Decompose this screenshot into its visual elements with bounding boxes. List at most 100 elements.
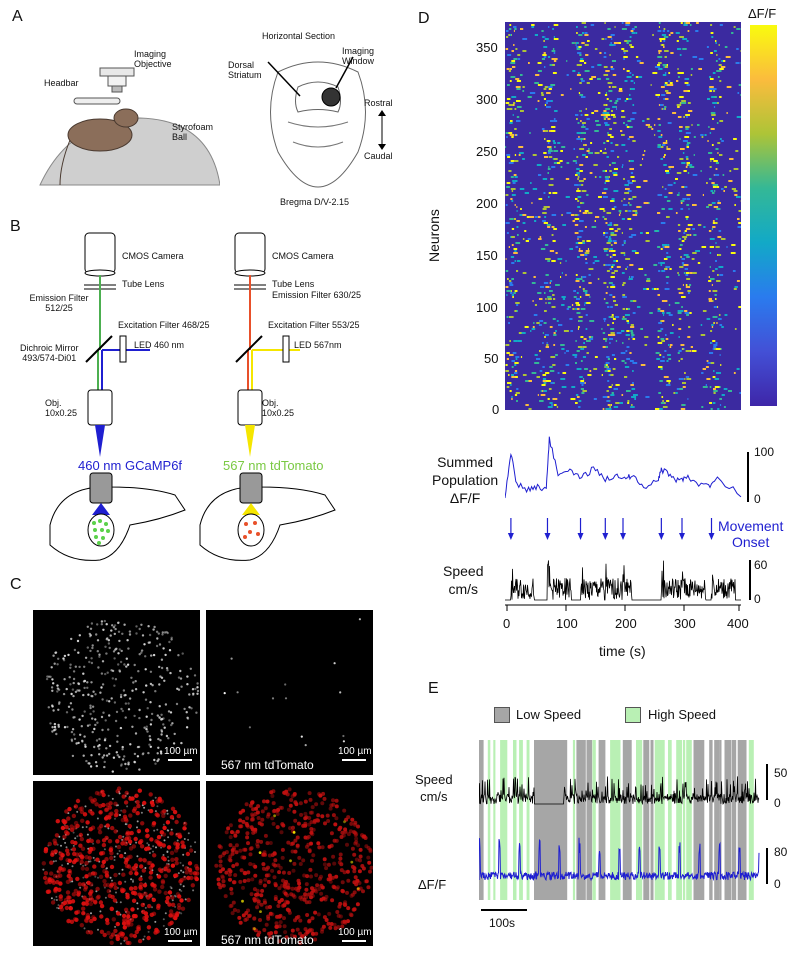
cell-dot xyxy=(176,813,181,819)
cell-dot xyxy=(55,880,60,885)
heatmap-cell xyxy=(524,230,527,232)
cell-dot xyxy=(229,903,234,908)
heatmap-cell xyxy=(544,292,546,294)
heatmap-cell xyxy=(659,38,664,40)
heatmap-cell xyxy=(710,52,713,54)
heatmap-cell xyxy=(713,184,719,186)
cell-dot xyxy=(100,686,103,689)
heatmap-cell xyxy=(561,214,563,216)
heatmap-cell xyxy=(666,360,669,362)
heatmap-cell xyxy=(716,186,720,188)
scale-label-c3: 100 µm xyxy=(164,927,198,938)
cell-dot xyxy=(227,857,232,862)
heatmap-cell xyxy=(686,256,690,258)
heatmap-cell xyxy=(511,396,513,398)
heatmap-cell xyxy=(662,30,665,32)
cell-dot xyxy=(155,846,157,849)
heatmap-cell xyxy=(730,252,736,254)
cell-dot xyxy=(157,889,162,894)
heatmap-cell xyxy=(628,160,631,162)
cell-dot xyxy=(165,895,170,901)
cell-dot xyxy=(107,839,113,844)
cell-dot xyxy=(98,655,101,658)
dichroic-label: Dichroic Mirror 493/574-Di01 xyxy=(20,343,79,363)
heatmap-cell xyxy=(651,288,654,290)
heatmap-cell xyxy=(577,206,581,208)
heatmap-cell xyxy=(667,354,671,356)
heatmap-cell xyxy=(655,352,660,354)
heatmap-cell xyxy=(623,122,625,124)
heatmap-cell xyxy=(516,260,521,262)
cell-dot xyxy=(185,851,191,857)
cell-dot xyxy=(177,905,182,911)
heatmap-cell xyxy=(508,104,513,106)
heatmap-cell xyxy=(515,86,521,88)
heatmap-cell xyxy=(635,252,639,254)
heatmap-cell xyxy=(601,374,603,376)
heatmap-cell xyxy=(660,134,663,136)
heatmap-cell xyxy=(661,38,666,40)
cell-dot xyxy=(111,879,113,882)
heatmap-cell xyxy=(628,126,633,128)
speed-trace-d xyxy=(505,560,751,601)
cell-dot xyxy=(167,902,172,907)
cell-dot xyxy=(125,910,131,916)
heatmap-cell xyxy=(626,70,630,72)
heatmap-cell xyxy=(530,330,532,332)
heatmap-cell xyxy=(715,60,718,62)
heatmap-cell xyxy=(663,36,669,38)
cell-dot xyxy=(92,916,97,922)
objective-label-left: Obj. 10x0.25 xyxy=(45,398,78,418)
heatmap-cell xyxy=(693,234,697,236)
heatmap-cell xyxy=(512,352,517,354)
heatmap-cell xyxy=(520,208,522,210)
cell-dot xyxy=(99,823,104,829)
movement-onset-label: Movement Onset xyxy=(718,518,784,550)
cell-dot xyxy=(92,842,95,845)
heatmap-cell xyxy=(552,364,556,366)
cell-dot xyxy=(116,852,119,855)
cell-dot xyxy=(98,744,101,747)
heatmap-cell xyxy=(719,354,721,356)
cell-dot xyxy=(84,743,87,746)
heatmap-cell xyxy=(670,52,674,54)
heatmap-cell xyxy=(506,98,511,100)
heatmap-cell xyxy=(636,60,641,62)
cell-dot xyxy=(78,665,81,669)
heatmap-cell xyxy=(545,302,547,304)
heatmap-cell xyxy=(506,290,511,292)
cell-dot xyxy=(358,618,361,621)
cell-dot xyxy=(154,796,157,799)
heatmap-cell xyxy=(549,326,553,328)
cell-dot xyxy=(151,684,154,687)
cell-dot xyxy=(123,663,126,666)
heatmap-cell xyxy=(625,188,630,190)
heatmap-cell xyxy=(695,30,699,32)
cell-dot xyxy=(196,682,199,685)
cell-dot xyxy=(72,716,75,719)
heatmap-cell xyxy=(574,232,579,234)
speed-state-band xyxy=(668,740,672,900)
heatmap-cell xyxy=(658,322,662,324)
cell-dot xyxy=(71,813,77,819)
cell-dot xyxy=(139,864,144,869)
heatmap-cell xyxy=(551,214,557,216)
cell-dot xyxy=(123,694,126,697)
heatmap-cell xyxy=(579,82,582,84)
cell-dot xyxy=(76,639,80,643)
heatmap-cell xyxy=(557,258,563,260)
cell-dot xyxy=(71,754,75,758)
heatmap-cell xyxy=(662,400,664,402)
heatmap-cell xyxy=(632,140,636,142)
heatmap-cell xyxy=(691,124,693,126)
heatmap-cell xyxy=(621,330,625,332)
heatmap-cell xyxy=(711,114,716,116)
heatmap-cell xyxy=(646,118,650,120)
cell-dot xyxy=(107,728,110,731)
heatmap-cell xyxy=(595,120,599,122)
heatmap-cell xyxy=(607,28,611,30)
cell-dot xyxy=(216,882,221,887)
heatmap-cell xyxy=(547,86,553,88)
heatmap-cell xyxy=(630,384,634,386)
cell-dot xyxy=(89,627,93,630)
